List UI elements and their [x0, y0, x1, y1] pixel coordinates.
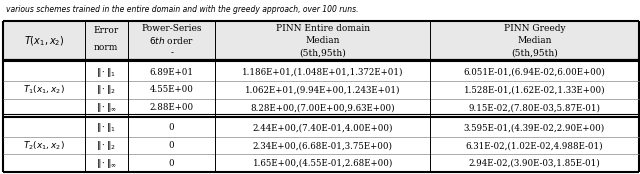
- Text: $T_2(x_1,x_2)$: $T_2(x_1,x_2)$: [23, 139, 65, 152]
- Text: 6.89E+01: 6.89E+01: [150, 68, 194, 77]
- Text: PINN Greedy: PINN Greedy: [504, 24, 565, 33]
- Text: $T(x_1,x_2)$: $T(x_1,x_2)$: [24, 34, 64, 48]
- Text: Median: Median: [517, 36, 552, 45]
- Text: 6.31E-02,(1.02E-02,4.988E-01): 6.31E-02,(1.02E-02,4.988E-01): [466, 141, 604, 150]
- Text: various schemes trained in the entire domain and with the greedy approach, over : various schemes trained in the entire do…: [6, 5, 359, 14]
- Text: (5th,95th): (5th,95th): [511, 49, 558, 58]
- Text: $\|\cdot\|_\infty$: $\|\cdot\|_\infty$: [95, 157, 116, 170]
- Text: PINN Entire domain: PINN Entire domain: [276, 24, 370, 33]
- Bar: [3, 21, 639, 61]
- Text: 1.186E+01,(1.048E+01,1.372E+01): 1.186E+01,(1.048E+01,1.372E+01): [242, 68, 404, 77]
- Text: 3.595E-01,(4.39E-02,2.90E+00): 3.595E-01,(4.39E-02,2.90E+00): [464, 123, 605, 132]
- Text: 8.28E+00,(7.00E+00,9.63E+00): 8.28E+00,(7.00E+00,9.63E+00): [250, 103, 395, 112]
- Text: 4.55E+00: 4.55E+00: [150, 85, 193, 94]
- Text: 9.15E-02,(7.80E-03,5.87E-01): 9.15E-02,(7.80E-03,5.87E-01): [468, 103, 600, 112]
- Text: 1.062E+01,(9.94E+00,1.243E+01): 1.062E+01,(9.94E+00,1.243E+01): [245, 85, 401, 94]
- Text: (5th,95th): (5th,95th): [300, 49, 346, 58]
- Text: 1.65E+00,(4.55E-01,2.68E+00): 1.65E+00,(4.55E-01,2.68E+00): [253, 159, 393, 168]
- Text: norm: norm: [94, 43, 118, 52]
- Text: -: -: [170, 49, 173, 58]
- Text: 0: 0: [169, 159, 175, 168]
- Text: 2.34E+00,(6.68E-01,3.75E+00): 2.34E+00,(6.68E-01,3.75E+00): [253, 141, 393, 150]
- Text: $\|\cdot\|_1$: $\|\cdot\|_1$: [96, 121, 116, 134]
- Text: $\|\cdot\|_2$: $\|\cdot\|_2$: [96, 84, 116, 96]
- Text: $\|\cdot\|_1$: $\|\cdot\|_1$: [96, 66, 116, 79]
- Text: Power-Series: Power-Series: [141, 24, 202, 33]
- Text: 2.94E-02,(3.90E-03,1.85E-01): 2.94E-02,(3.90E-03,1.85E-01): [468, 159, 600, 168]
- Text: $T_1(x_1,x_2)$: $T_1(x_1,x_2)$: [23, 84, 65, 96]
- Text: 1.528E-01,(1.62E-02,1.33E+00): 1.528E-01,(1.62E-02,1.33E+00): [464, 85, 605, 94]
- Text: Error: Error: [93, 26, 119, 35]
- Text: $\|\cdot\|_\infty$: $\|\cdot\|_\infty$: [95, 101, 116, 114]
- Text: 0: 0: [169, 123, 175, 132]
- Text: Median: Median: [306, 36, 340, 45]
- Text: 2.88E+00: 2.88E+00: [150, 103, 194, 112]
- Text: 2.44E+00,(7.40E-01,4.00E+00): 2.44E+00,(7.40E-01,4.00E+00): [253, 123, 393, 132]
- Text: $6th$ order: $6th$ order: [149, 35, 194, 46]
- Text: $\|\cdot\|_2$: $\|\cdot\|_2$: [96, 139, 116, 152]
- Text: 0: 0: [169, 141, 175, 150]
- Text: 6.051E-01,(6.94E-02,6.00E+00): 6.051E-01,(6.94E-02,6.00E+00): [463, 68, 605, 77]
